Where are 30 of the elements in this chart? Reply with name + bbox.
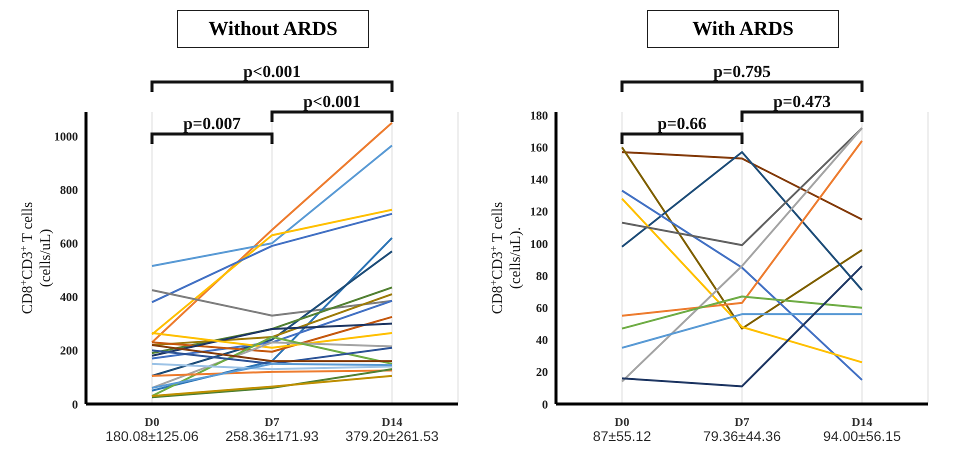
- chart-title: Without ARDS: [177, 10, 369, 48]
- y-tick-label: 1000: [54, 129, 78, 144]
- chart-title: With ARDS: [647, 10, 839, 48]
- y-tick-label: 180: [530, 108, 548, 122]
- x-tick-label: D14 379.20±261.53: [345, 415, 439, 444]
- y-tick-label: 160: [530, 140, 548, 155]
- text: p<0.001: [243, 62, 301, 81]
- text: p=0.795: [713, 62, 771, 81]
- y-tick-label: 20: [536, 365, 548, 380]
- y-tick-label: 200: [60, 344, 78, 358]
- y-tick-label: 60: [536, 300, 548, 315]
- y-tick-label: 100: [530, 236, 548, 251]
- y-tick-label: 0: [542, 397, 548, 412]
- x-tick-label: D7 79.36±44.36: [703, 415, 782, 444]
- y-tick-label: 800: [60, 182, 78, 197]
- y-tick-label: 400: [60, 290, 78, 304]
- y-tick-label: 600: [60, 236, 78, 251]
- text: p<0.001: [303, 92, 361, 111]
- y-tick-label: 0: [72, 397, 78, 412]
- x-tick-label: D7 258.36±171.93: [225, 415, 319, 444]
- annotation: p=0.007: [183, 114, 242, 133]
- y-tick-label: 140: [530, 172, 548, 187]
- y-tick-label: 40: [536, 333, 548, 348]
- y-tick-label: 80: [536, 268, 548, 283]
- x-tick-label: D0 180.08±125.06: [105, 415, 199, 444]
- x-tick-label: D0 87±55.12: [592, 415, 652, 444]
- text: p=0.473: [773, 92, 831, 111]
- x-tick-label: D14 94.00±56.15: [823, 415, 902, 444]
- y-tick-label: 120: [530, 204, 548, 219]
- annotation: p=0.66: [658, 114, 706, 133]
